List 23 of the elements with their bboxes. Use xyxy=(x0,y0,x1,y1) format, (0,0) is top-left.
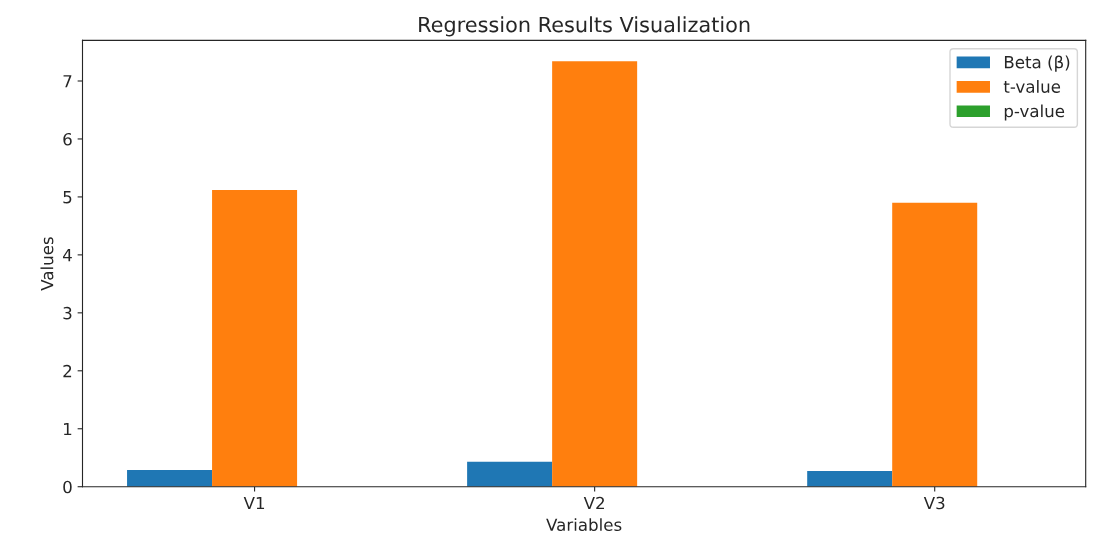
chart-title: Regression Results Visualization xyxy=(419,16,750,37)
y-tick-label: 1 xyxy=(64,422,72,436)
legend-label: Beta (β) xyxy=(1004,55,1070,72)
bar xyxy=(212,189,298,487)
x-tick-label: V3 xyxy=(923,496,945,510)
y-tick-label: 4 xyxy=(62,249,72,262)
y-tick-label: 6 xyxy=(63,132,72,146)
y-tick-label: 7 xyxy=(63,75,72,88)
x-tick-label: V1 xyxy=(243,496,265,510)
bar xyxy=(552,61,638,487)
y-tick-label: 5 xyxy=(63,191,72,204)
x-axis-title: Variables xyxy=(546,518,622,532)
bar xyxy=(892,202,978,487)
bar xyxy=(467,461,553,487)
y-axis-title: Values xyxy=(40,237,54,291)
legend-label: t-value xyxy=(1003,79,1061,93)
x-tick-label: V2 xyxy=(583,496,604,510)
bar xyxy=(807,471,893,487)
legend-label: p-value xyxy=(1004,104,1065,121)
bar xyxy=(127,469,213,487)
y-tick-label: 0 xyxy=(63,480,72,494)
y-tick-label: 3 xyxy=(63,306,72,320)
y-tick-label: 2 xyxy=(63,364,72,378)
